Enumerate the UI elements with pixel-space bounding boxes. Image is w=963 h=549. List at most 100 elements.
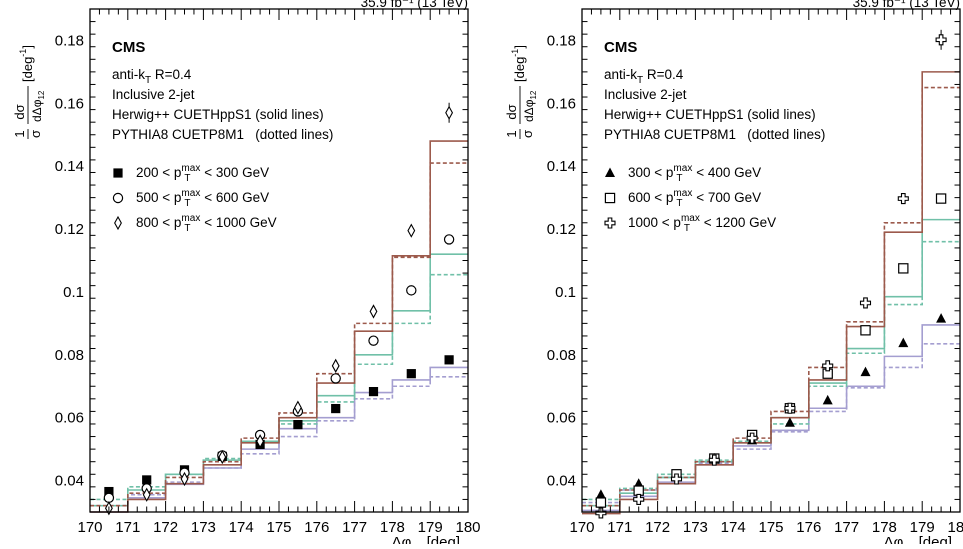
y-label-num: dσ bbox=[504, 104, 519, 119]
x-tick-label: 179 bbox=[910, 519, 935, 536]
info-line: anti-kT R=0.4 bbox=[112, 67, 192, 86]
data-point bbox=[898, 263, 909, 274]
info-line: Inclusive 2-jet bbox=[604, 87, 687, 102]
x-tick-label: 180 bbox=[947, 519, 963, 536]
info-line: PYTHIA8 CUETP8M1 (dotted lines) bbox=[604, 127, 825, 142]
data-point bbox=[444, 355, 454, 365]
data-point bbox=[142, 475, 152, 485]
y-tick-label: 0.12 bbox=[547, 221, 576, 238]
x-tick-label: 180 bbox=[455, 519, 480, 536]
legend-label: 1000 < pmax T < 1200 GeV bbox=[628, 213, 776, 234]
x-tick-label: 177 bbox=[834, 519, 859, 536]
x-tick-label: 172 bbox=[153, 519, 178, 536]
data-point bbox=[859, 297, 872, 309]
legend-marker bbox=[112, 192, 124, 204]
data-point bbox=[407, 223, 416, 238]
herwig-histogram bbox=[90, 140, 468, 513]
y-tick-label: 0.06 bbox=[55, 410, 84, 427]
data-point bbox=[746, 432, 758, 444]
y-tick-label: 0.04 bbox=[55, 473, 84, 490]
x-tick-label: 171 bbox=[115, 519, 140, 536]
x-tick-label: 170 bbox=[77, 519, 102, 536]
y-label-den: dΔφ12 bbox=[30, 90, 46, 122]
data-point bbox=[784, 417, 795, 427]
x-tick-label: 175 bbox=[266, 519, 291, 536]
x-axis-label: Δφ12 [deg] bbox=[884, 534, 952, 544]
y-label-den: σ bbox=[520, 130, 535, 138]
data-point bbox=[293, 400, 302, 415]
data-point bbox=[180, 471, 189, 487]
data-point bbox=[633, 493, 645, 505]
data-point bbox=[595, 497, 607, 508]
data-point bbox=[822, 394, 833, 405]
x-tick-label: 174 bbox=[229, 519, 254, 536]
legend-label: 800 < pmax T < 1000 GeV bbox=[136, 213, 277, 234]
data-point bbox=[293, 420, 303, 430]
data-point bbox=[445, 105, 454, 120]
y-tick-label: 0.08 bbox=[547, 347, 576, 364]
data-point bbox=[369, 304, 378, 319]
left-panel: 170 171 172 173 174 175 176 177 178 179 180 0.04 0.0… bbox=[12, 0, 481, 549]
x-tick-label: 179 bbox=[418, 519, 443, 536]
y-label-den: dΔφ12 bbox=[522, 90, 538, 122]
legend-label: 500 < pmax T < 600 GeV bbox=[136, 188, 269, 209]
y-tick-label: 0.18 bbox=[547, 32, 576, 49]
legend-label: 600 < pmax T < 700 GeV bbox=[628, 188, 761, 209]
data-point bbox=[784, 402, 796, 414]
data-point bbox=[860, 366, 871, 377]
legend-marker bbox=[113, 168, 123, 178]
data-point bbox=[406, 285, 417, 296]
y-tick-label: 0.16 bbox=[547, 95, 576, 112]
info-line: Herwig++ CUETHppS1 (solid lines) bbox=[112, 107, 324, 122]
data-point bbox=[860, 325, 871, 336]
data-point bbox=[935, 193, 947, 204]
data-point bbox=[406, 369, 416, 379]
x-tick-label: 176 bbox=[304, 519, 329, 536]
info-line: Inclusive 2-jet bbox=[112, 87, 195, 102]
cms-label: CMS bbox=[604, 39, 637, 56]
y-tick-label: 0.1 bbox=[63, 284, 84, 301]
y-tick-label: 0.12 bbox=[55, 221, 84, 238]
y-label-num: 1 bbox=[12, 130, 27, 137]
herwig-histogram bbox=[582, 71, 960, 515]
data-point bbox=[595, 507, 607, 519]
y-tick-label: 0.04 bbox=[547, 473, 576, 490]
data-point bbox=[822, 360, 834, 372]
x-tick-label: 171 bbox=[607, 519, 632, 536]
y-tick-label: 0.1 bbox=[555, 284, 576, 301]
data-point bbox=[368, 335, 379, 346]
lumi-label: 35.9 fb⁻¹ (13 TeV) bbox=[361, 0, 468, 10]
pythia-histogram bbox=[582, 240, 960, 501]
data-point bbox=[368, 386, 379, 397]
data-point bbox=[331, 358, 340, 373]
data-point bbox=[256, 434, 265, 449]
y-label-num: 1 bbox=[504, 130, 519, 137]
y-label-den: σ bbox=[28, 130, 43, 138]
data-point bbox=[633, 485, 644, 496]
x-tick-label: 176 bbox=[796, 519, 821, 536]
x-tick-label: 172 bbox=[645, 519, 670, 536]
info-line: Herwig++ CUETHppS1 (solid lines) bbox=[604, 107, 816, 122]
y-tick-label: 0.16 bbox=[55, 95, 84, 112]
x-tick-label: 170 bbox=[569, 519, 594, 536]
data-point bbox=[897, 193, 909, 205]
data-point bbox=[142, 487, 151, 502]
x-tick-label: 177 bbox=[342, 519, 367, 536]
y-tick-label: 0.08 bbox=[55, 347, 84, 364]
data-point bbox=[708, 454, 720, 466]
y-label-unit: [deg-1] bbox=[18, 45, 35, 82]
y-tick-label: 0.14 bbox=[547, 158, 576, 175]
y-tick-label: 0.18 bbox=[55, 32, 84, 49]
data-point bbox=[330, 373, 341, 384]
info-line: PYTHIA8 CUETP8M1 (dotted lines) bbox=[112, 127, 333, 142]
y-tick-label: 0.14 bbox=[55, 158, 84, 175]
data-point bbox=[218, 449, 227, 465]
x-tick-label: 178 bbox=[872, 519, 897, 536]
data-point bbox=[103, 492, 115, 504]
info-line: anti-kT R=0.4 bbox=[604, 67, 684, 86]
x-tick-label: 173 bbox=[191, 519, 216, 536]
y-axis-label: 1 σ dσ dΔφ12 [deg-1] bbox=[12, 45, 46, 139]
y-axis-label: 1 σ dσ dΔφ12 [deg-1] bbox=[504, 45, 538, 139]
